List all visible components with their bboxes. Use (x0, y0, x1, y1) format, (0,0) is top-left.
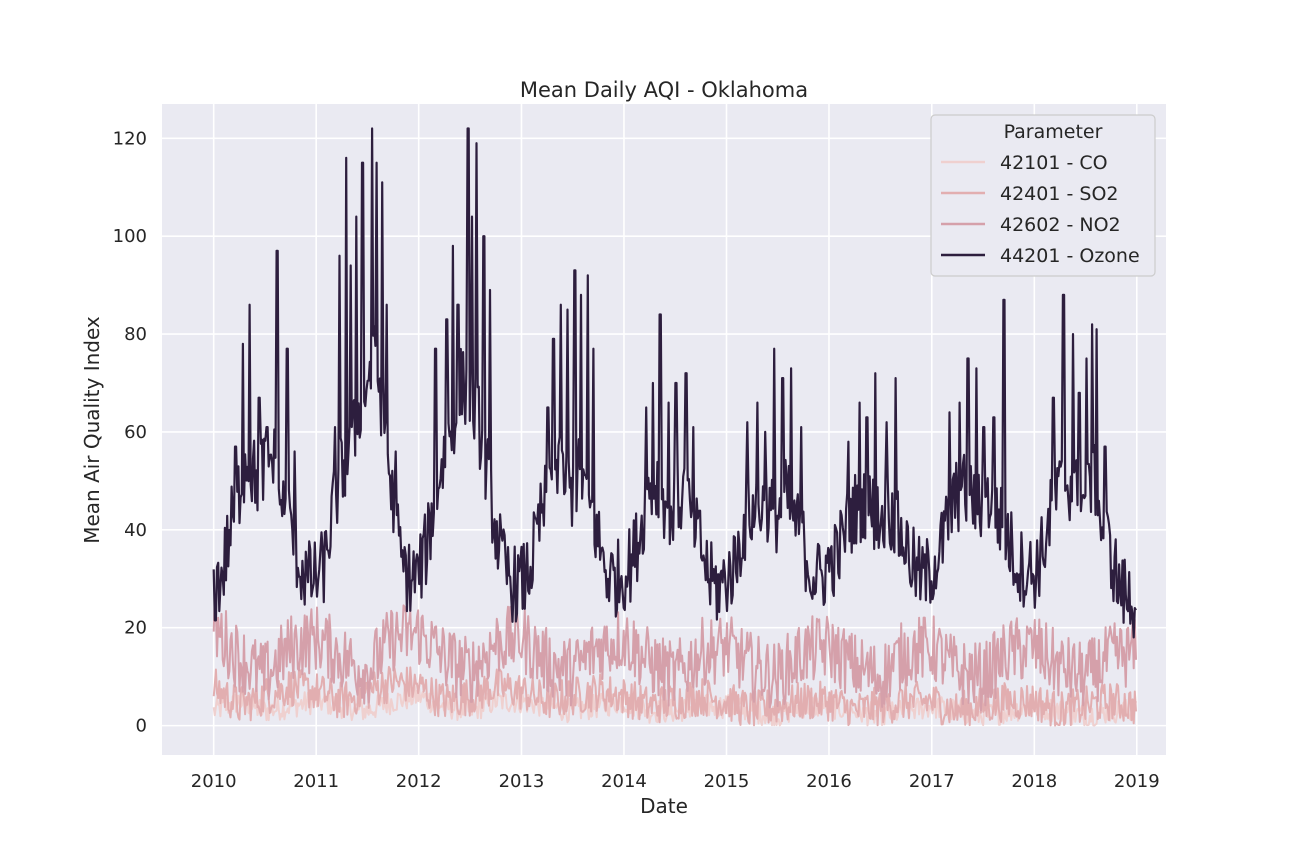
legend-label: 42101 - CO (1000, 152, 1108, 174)
x-axis-title: Date (640, 794, 688, 818)
legend: Parameter 42101 - CO 42401 - SO2 42602 - N… (930, 114, 1156, 277)
y-tick-label: 40 (124, 520, 147, 541)
legend-label: 42602 - NO2 (1000, 214, 1121, 236)
y-tick-label: 120 (113, 128, 147, 149)
x-tick-label: 2014 (601, 771, 647, 792)
series-line-no2 (212, 596, 1137, 712)
x-tick-label: 2010 (191, 771, 237, 792)
x-tick-label: 2016 (806, 771, 852, 792)
x-tick-label: 2019 (1114, 771, 1160, 792)
x-tick-label: 2012 (396, 771, 442, 792)
y-tick-label: 0 (136, 716, 147, 737)
y-tick-label: 100 (113, 226, 147, 247)
x-tick-label: 2018 (1011, 771, 1057, 792)
series-layer (212, 127, 1137, 727)
y-tick-labels: 0 20 40 60 80 100 120 (113, 128, 147, 736)
x-tick-label: 2017 (909, 771, 955, 792)
x-tick-label: 2015 (704, 771, 750, 792)
chart-title: Mean Daily AQI - Oklahoma (520, 78, 808, 102)
x-tick-labels: 2010 2011 2012 2013 2014 2015 2016 2017 2018 2019 (191, 771, 1160, 792)
y-axis-title: Mean Air Quality Index (80, 316, 104, 544)
series-line-ozone (212, 127, 1137, 639)
legend-title: Parameter (1004, 121, 1103, 143)
legend-label: 44201 - Ozone (1000, 245, 1140, 267)
x-tick-label: 2011 (293, 771, 339, 792)
x-tick-label: 2013 (499, 771, 545, 792)
y-tick-label: 60 (124, 422, 147, 443)
legend-box (930, 114, 1156, 277)
legend-label: 42401 - SO2 (1000, 183, 1118, 205)
y-tick-label: 20 (124, 618, 147, 639)
y-tick-label: 80 (124, 324, 147, 345)
legend-items: 42101 - CO 42401 - SO2 42602 - NO2 44201 - … (941, 152, 1140, 267)
